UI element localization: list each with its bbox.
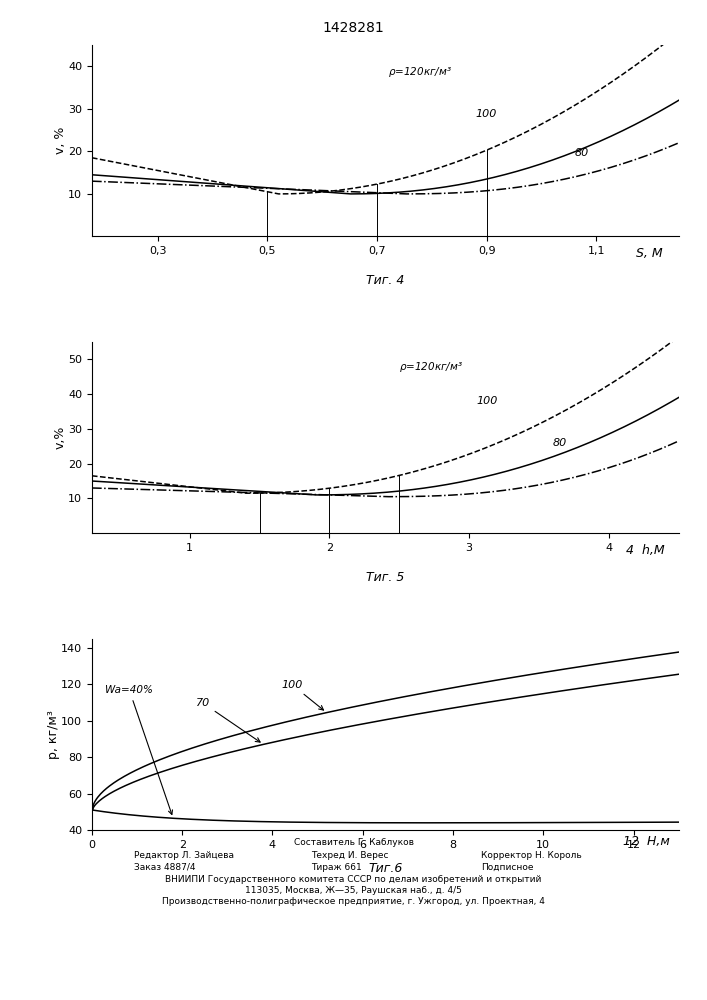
Text: Подписное: Подписное xyxy=(481,863,533,872)
Text: S, М: S, М xyxy=(636,247,662,260)
Text: 100: 100 xyxy=(476,109,497,119)
Text: Wa=40%: Wa=40% xyxy=(105,685,173,814)
Text: 113035, Москва, Ж—35, Раушская наб., д. 4/5: 113035, Москва, Ж—35, Раушская наб., д. … xyxy=(245,886,462,895)
Text: Τиг. 5: Τиг. 5 xyxy=(366,571,404,584)
Text: 100: 100 xyxy=(476,396,498,406)
Text: Τиг.6: Τиг.6 xyxy=(368,862,402,875)
Text: 4  h,М: 4 h,М xyxy=(626,544,665,557)
Text: Составитель Г. Каблуков: Составитель Г. Каблуков xyxy=(293,838,414,847)
Text: 80: 80 xyxy=(553,438,567,448)
Text: Τиг. 4: Τиг. 4 xyxy=(366,274,404,287)
Text: 80: 80 xyxy=(575,148,589,158)
Text: 1428281: 1428281 xyxy=(322,21,385,35)
Y-axis label: v,%: v,% xyxy=(54,426,66,449)
Text: ВНИИПИ Государственного комитета СССР по делам изобретений и открытий: ВНИИПИ Государственного комитета СССР по… xyxy=(165,875,542,884)
Text: Техред И. Верес: Техред И. Верес xyxy=(311,851,389,860)
Y-axis label: v, %: v, % xyxy=(54,127,66,154)
Text: 12  H,м: 12 H,м xyxy=(623,835,670,848)
Text: Редактор Л. Зайцева: Редактор Л. Зайцева xyxy=(134,851,234,860)
Text: Заказ 4887/4: Заказ 4887/4 xyxy=(134,863,196,872)
Text: Тираж 661: Тираж 661 xyxy=(311,863,362,872)
Text: $\rho$=120кг/м³: $\rho$=120кг/м³ xyxy=(388,65,452,79)
Text: Производственно-полиграфическое предприятие, г. Ужгород, ул. Проектная, 4: Производственно-полиграфическое предприя… xyxy=(162,897,545,906)
Text: $\rho$=120кг/м³: $\rho$=120кг/м³ xyxy=(399,360,463,374)
Text: Корректор Н. Король: Корректор Н. Король xyxy=(481,851,582,860)
Text: 70: 70 xyxy=(196,698,260,742)
Text: 100: 100 xyxy=(281,680,324,710)
Y-axis label: р, кг/м³: р, кг/м³ xyxy=(47,710,59,759)
